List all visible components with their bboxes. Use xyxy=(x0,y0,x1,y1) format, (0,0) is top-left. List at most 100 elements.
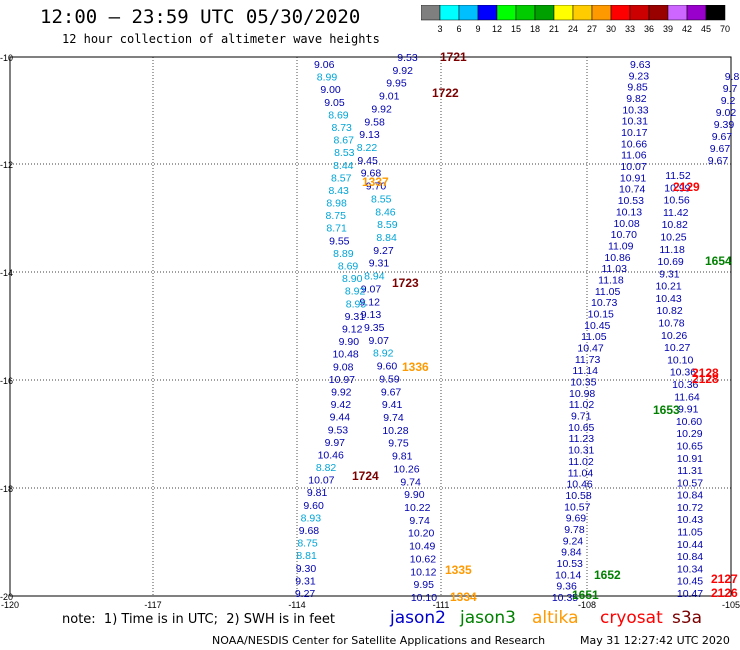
wave-height-value: 10.84 xyxy=(677,551,703,563)
pass-time-label: 1334 xyxy=(450,590,477,604)
wave-height-value: 9.13 xyxy=(359,129,380,141)
wave-height-value: 9.74 xyxy=(400,476,421,488)
pass-time-label: 2128 xyxy=(692,372,719,386)
wave-height-value: 9.23 xyxy=(629,70,650,82)
wave-height-value: 9.13 xyxy=(361,309,382,321)
wave-height-value: 10.36 xyxy=(672,379,698,391)
wave-height-value: 8.95 xyxy=(346,298,367,310)
pass-time-label: 1651 xyxy=(572,588,599,602)
wave-height-value: 10.46 xyxy=(566,479,592,491)
wave-height-value: 10.33 xyxy=(622,104,648,116)
wave-height-value: 10.28 xyxy=(382,425,408,437)
wave-height-value: 8.81 xyxy=(296,550,317,562)
colorbar-label: 12 xyxy=(492,24,502,34)
wave-height-value: 11.14 xyxy=(572,365,598,377)
wave-height-value: 9.58 xyxy=(364,116,385,128)
wave-height-value: 9.39 xyxy=(714,119,735,131)
wave-height-value: 10.46 xyxy=(318,449,344,461)
wave-height-value: 9.07 xyxy=(361,283,382,295)
wave-height-value: 9.05 xyxy=(324,97,345,109)
wave-height-value: 10.84 xyxy=(677,490,703,502)
wave-height-value: 10.26 xyxy=(393,463,419,475)
wave-height-value: 10.62 xyxy=(410,553,436,565)
wave-height-value: 9.74 xyxy=(383,412,404,424)
pass-time-label: 1653 xyxy=(653,403,680,417)
wave-height-value: 10.70 xyxy=(611,229,637,241)
wave-height-value: 9.67 xyxy=(708,155,729,167)
wave-height-value: 10.35 xyxy=(552,592,578,604)
legend-jason2: jason2 xyxy=(390,608,446,628)
wave-height-value: 9.35 xyxy=(364,322,385,334)
pass-time-label: 1724 xyxy=(352,469,379,483)
wave-height-value: 10.13 xyxy=(616,206,642,218)
wave-height-value: 9.27 xyxy=(295,588,316,600)
wave-height-value: 9.67 xyxy=(712,131,733,143)
pass-time-label: 1721 xyxy=(440,50,467,64)
wave-height-value: 10.43 xyxy=(677,514,703,526)
wave-height-value: 8.98 xyxy=(326,198,347,210)
colorbar-label: 21 xyxy=(549,24,559,34)
colorbar-label: 6 xyxy=(456,24,461,34)
pass-time-label: 1337 xyxy=(362,175,389,189)
wave-height-value: 10.49 xyxy=(409,541,435,553)
wave-height-value: 10.29 xyxy=(676,428,702,440)
wave-height-value: 9.59 xyxy=(379,373,400,385)
wave-height-value: 9.02 xyxy=(716,107,737,119)
colorbar-label: 15 xyxy=(511,24,521,34)
wave-height-value: 10.45 xyxy=(584,320,610,332)
wave-height-value: 9.27 xyxy=(373,245,394,257)
wave-height-value: 11.18 xyxy=(598,274,624,286)
wave-height-value: 10.15 xyxy=(588,308,614,320)
wave-height-value: 8.73 xyxy=(331,122,352,134)
wave-height-value: 8.99 xyxy=(317,72,338,84)
pass-time-label: 2126 xyxy=(711,586,738,600)
wave-height-value: 10.47 xyxy=(677,588,703,600)
colorbar-label: 39 xyxy=(663,24,673,34)
wave-height-value: 10.73 xyxy=(591,297,617,309)
colorbar-swatch xyxy=(705,5,726,21)
wave-height-value: 9.63 xyxy=(630,59,651,71)
colorbar-label: 33 xyxy=(625,24,635,34)
pass-time-label: 2129 xyxy=(673,180,700,194)
wave-height-value: 9.84 xyxy=(561,547,582,559)
wave-height-value: 9.92 xyxy=(371,103,392,115)
wave-height-value: 9.31 xyxy=(659,268,680,280)
footer-timestamp: May 31 12:27:42 UTC 2020 xyxy=(580,634,730,647)
wave-height-value: 9.82 xyxy=(626,93,647,105)
wave-height-value: 9.08 xyxy=(333,361,354,373)
wave-height-value: 9.68 xyxy=(361,168,382,180)
wave-height-value: 9.36 xyxy=(556,581,577,593)
wave-height-value: 9.68 xyxy=(299,525,320,537)
wave-height-value: 10.35 xyxy=(570,377,596,389)
lat-label: -10 xyxy=(0,53,13,63)
wave-height-value: 9.41 xyxy=(382,399,403,411)
wave-height-value: 9.81 xyxy=(307,487,328,499)
wave-height-value: 9.2 xyxy=(721,95,736,107)
wave-height-value: 8.46 xyxy=(375,206,396,218)
wave-height-value: 9.24 xyxy=(563,535,584,547)
colorbar-label: (ft) xyxy=(739,24,740,34)
wave-height-value: 11.05 xyxy=(581,331,607,343)
wave-height-value: 8.90 xyxy=(342,273,363,285)
pass-time-label: 1723 xyxy=(392,276,419,290)
legend-cryosat: cryosat xyxy=(600,608,663,628)
wave-height-value: 9.95 xyxy=(413,579,434,591)
wave-height-value: 8.67 xyxy=(334,135,355,147)
wave-height-value: 9.70 xyxy=(366,181,387,193)
wave-height-value: 10.31 xyxy=(568,445,594,457)
wave-height-value: 8.69 xyxy=(328,109,349,121)
wave-height-value: 10.36 xyxy=(670,367,696,379)
wave-height-value: 9.71 xyxy=(571,411,592,423)
legend-s3a: s3a xyxy=(672,608,703,628)
wave-height-value: 10.12 xyxy=(410,566,436,578)
wave-height-value: 11.05 xyxy=(595,286,621,298)
pass-time-label: 2127 xyxy=(711,572,738,586)
wave-height-value: 9.31 xyxy=(295,575,316,587)
wave-height-value: 11.31 xyxy=(677,465,703,477)
lon-label: -108 xyxy=(578,600,596,610)
wave-height-value: 8.55 xyxy=(371,193,392,205)
wave-height-value: 9.67 xyxy=(710,143,731,155)
wave-height-value: 10.14 xyxy=(555,569,581,581)
wave-height-value: 8.82 xyxy=(316,462,337,474)
wave-height-value: 11.02 xyxy=(568,456,594,468)
